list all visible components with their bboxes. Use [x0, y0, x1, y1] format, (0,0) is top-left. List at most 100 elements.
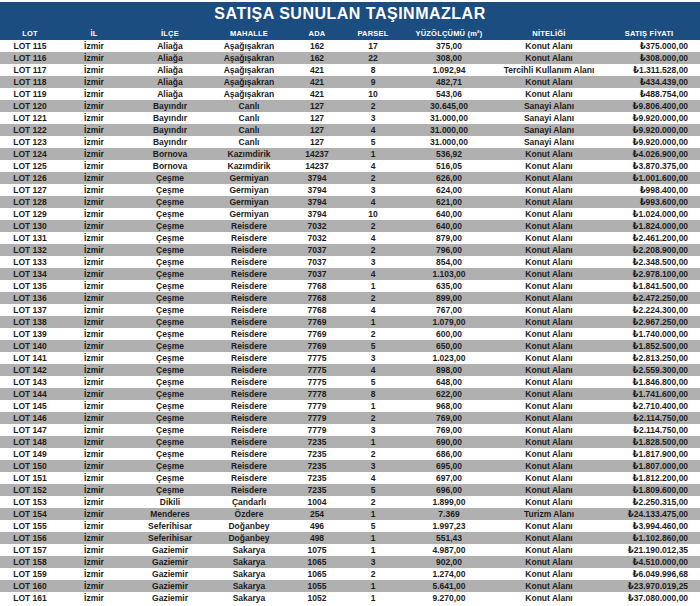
cell-nitelik: Konut Alanı	[500, 340, 598, 352]
cell-il: İzmir	[60, 340, 128, 352]
cell-alan: 4.987,00	[398, 544, 500, 556]
cell-ilce: Çeşme	[128, 448, 212, 460]
cell-fiyat: ₺1.824.000,00	[598, 220, 700, 232]
cell-il: İzmir	[60, 592, 128, 604]
cell-alan: 7.369	[398, 508, 500, 520]
cell-mahalle: Reisdere	[212, 340, 286, 352]
cell-mahalle: Reisdere	[212, 352, 286, 364]
table-row: LOT 130İzmirÇeşmeReisdere70322640,00Konu…	[0, 220, 700, 232]
cell-lot: LOT 120	[0, 100, 60, 112]
column-header-lot: LOT	[0, 26, 60, 40]
table-row: LOT 136İzmirÇeşmeReisdere77682899,00Konu…	[0, 292, 700, 304]
cell-mahalle: Reisdere	[212, 424, 286, 436]
cell-ilce: Çeşme	[128, 436, 212, 448]
cell-ada: 7037	[286, 268, 348, 280]
cell-parsel: 1	[348, 508, 398, 520]
cell-nitelik: Konut Alanı	[500, 352, 598, 364]
cell-nitelik: Konut Alanı	[500, 544, 598, 556]
cell-mahalle: Sakarya	[212, 544, 286, 556]
cell-ada: 7235	[286, 472, 348, 484]
table-row: LOT 155İzmirSeferihisarDoğanbey49651.997…	[0, 520, 700, 532]
cell-il: İzmir	[60, 76, 128, 88]
cell-nitelik: Konut Alanı	[500, 448, 598, 460]
cell-fiyat: ₺375.000,00	[598, 40, 700, 52]
cell-alan: 9.270,00	[398, 592, 500, 604]
cell-nitelik: Konut Alanı	[500, 220, 598, 232]
cell-ada: 7779	[286, 412, 348, 424]
cell-alan: 624,00	[398, 184, 500, 196]
table-row: LOT 118İzmirAliağaAşağışakran4219482,71K…	[0, 76, 700, 88]
column-header-parsel: PARSEL	[348, 26, 398, 40]
cell-lot: LOT 153	[0, 496, 60, 508]
cell-il: İzmir	[60, 472, 128, 484]
cell-alan: 375,00	[398, 40, 500, 52]
cell-il: İzmir	[60, 328, 128, 340]
cell-nitelik: Konut Alanı	[500, 532, 598, 544]
cell-alan: 1.899,00	[398, 496, 500, 508]
column-header-satis-fiyati: SATIŞ FİYATI	[598, 26, 700, 40]
cell-ilce: Bayındır	[128, 124, 212, 136]
table-row: LOT 133İzmirÇeşmeReisdere70373854,00Konu…	[0, 256, 700, 268]
cell-lot: LOT 121	[0, 112, 60, 124]
cell-ada: 7768	[286, 280, 348, 292]
cell-lot: LOT 149	[0, 448, 60, 460]
cell-ada: 496	[286, 520, 348, 532]
cell-il: İzmir	[60, 436, 128, 448]
cell-parsel: 2	[348, 100, 398, 112]
table-row: LOT 151İzmirÇeşmeReisdere72354697,00Konu…	[0, 472, 700, 484]
table-row: LOT 154İzmirMenderesÖzdere25417.369Turiz…	[0, 508, 700, 520]
cell-il: İzmir	[60, 196, 128, 208]
cell-mahalle: Reisdere	[212, 364, 286, 376]
cell-il: İzmir	[60, 568, 128, 580]
cell-lot: LOT 127	[0, 184, 60, 196]
cell-nitelik: Konut Alanı	[500, 388, 598, 400]
cell-parsel: 3	[348, 184, 398, 196]
cell-ilce: Çeşme	[128, 400, 212, 412]
cell-nitelik: Konut Alanı	[500, 556, 598, 568]
table-header: SATIŞA SUNULAN TAŞINMAZLAR LOT İL İLÇE M…	[0, 2, 700, 40]
cell-parsel: 2	[348, 328, 398, 340]
cell-il: İzmir	[60, 412, 128, 424]
cell-parsel: 3	[348, 424, 398, 436]
cell-alan: 516,05	[398, 160, 500, 172]
cell-ilce: Çeşme	[128, 340, 212, 352]
cell-alan: 308,00	[398, 52, 500, 64]
cell-mahalle: Reisdere	[212, 232, 286, 244]
cell-fiyat: ₺2.114.750,00	[598, 424, 700, 436]
table-row: LOT 131İzmirÇeşmeReisdere70324879,00Konu…	[0, 232, 700, 244]
cell-parsel: 4	[348, 196, 398, 208]
cell-mahalle: Germiyan	[212, 172, 286, 184]
table-row: LOT 122İzmirBayındırCanlı127431.000,00Sa…	[0, 124, 700, 136]
cell-alan: 1.103,00	[398, 268, 500, 280]
cell-fiyat: ₺1.741.600,00	[598, 388, 700, 400]
cell-nitelik: Konut Alanı	[500, 76, 598, 88]
cell-alan: 551,43	[398, 532, 500, 544]
cell-ada: 127	[286, 124, 348, 136]
cell-lot: LOT 134	[0, 268, 60, 280]
cell-alan: 898,00	[398, 364, 500, 376]
cell-alan: 648,00	[398, 376, 500, 388]
cell-ada: 498	[286, 532, 348, 544]
cell-parsel: 4	[348, 472, 398, 484]
cell-nitelik: Konut Alanı	[500, 232, 598, 244]
cell-parsel: 3	[348, 460, 398, 472]
cell-nitelik: Konut Alanı	[500, 196, 598, 208]
cell-nitelik: Konut Alanı	[500, 460, 598, 472]
column-header-mahalle: MAHALLE	[212, 26, 286, 40]
cell-lot: LOT 151	[0, 472, 60, 484]
cell-mahalle: Reisdere	[212, 316, 286, 328]
cell-ada: 7037	[286, 256, 348, 268]
cell-ilce: Bayındır	[128, 136, 212, 148]
cell-ilce: Menderes	[128, 508, 212, 520]
cell-ilce: Gaziemir	[128, 556, 212, 568]
table-row: LOT 126İzmirÇeşmeGermiyan37942626,00Konu…	[0, 172, 700, 184]
cell-ada: 7775	[286, 364, 348, 376]
cell-fiyat: ₺2.114.750,00	[598, 412, 700, 424]
cell-alan: 31.000,00	[398, 124, 500, 136]
cell-il: İzmir	[60, 484, 128, 496]
cell-fiyat: ₺488.754,00	[598, 88, 700, 100]
cell-lot: LOT 143	[0, 376, 60, 388]
cell-mahalle: Canlı	[212, 100, 286, 112]
cell-alan: 695,00	[398, 460, 500, 472]
cell-alan: 536,92	[398, 148, 500, 160]
